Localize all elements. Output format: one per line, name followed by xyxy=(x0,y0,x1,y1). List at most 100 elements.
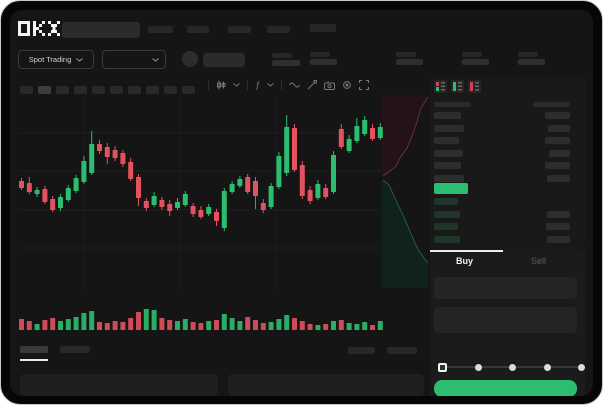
orderbook-price-placeholder xyxy=(434,162,461,169)
toolbar-divider xyxy=(208,80,209,90)
orderbook-price-placeholder xyxy=(434,210,460,218)
slider-dot[interactable] xyxy=(578,363,585,371)
orderbook-amount-placeholder xyxy=(547,174,570,182)
orderbook-price-placeholder xyxy=(434,174,464,182)
history-panel-placeholder[interactable] xyxy=(228,374,424,396)
timeframe-button[interactable] xyxy=(20,86,33,94)
ticker-stat-label xyxy=(396,52,416,57)
pair-selector-dropdown[interactable] xyxy=(102,50,166,69)
orderbook-price-placeholder xyxy=(434,137,459,144)
price-input[interactable] xyxy=(434,277,577,299)
orderbook-bid-row[interactable] xyxy=(430,210,585,218)
orderbook-price-placeholder xyxy=(434,149,463,157)
orderbook-ask-row[interactable] xyxy=(430,137,585,144)
ticker-stat-label xyxy=(518,52,538,57)
slider-dot[interactable] xyxy=(474,363,482,371)
timeframe-button[interactable] xyxy=(164,86,177,94)
chart-toolbar: ƒ xyxy=(208,79,370,91)
orderbook-ask-row[interactable] xyxy=(430,112,585,119)
orderbook-mode-toggle xyxy=(434,80,494,93)
indicators-icon[interactable]: ƒ xyxy=(255,80,261,90)
chart-tab[interactable] xyxy=(60,346,90,353)
chart-option-placeholder[interactable] xyxy=(387,347,417,354)
draw-tool-icon[interactable] xyxy=(307,80,318,90)
line-tool-icon[interactable] xyxy=(289,81,300,89)
orderbook-ask-row[interactable] xyxy=(430,149,585,157)
orderbook-price-header xyxy=(434,102,471,107)
orderbook-amount-placeholder xyxy=(548,124,570,132)
tab-sell[interactable]: Sell xyxy=(531,256,547,266)
market-type-label: Spot Trading xyxy=(28,55,72,64)
book-combined-icon[interactable] xyxy=(434,80,447,93)
chevron-down-icon[interactable] xyxy=(233,83,240,87)
orderbook-price-placeholder xyxy=(434,198,458,205)
nav-item-placeholder[interactable] xyxy=(310,24,336,32)
nav-item-placeholder[interactable] xyxy=(148,26,173,33)
ticker-stat-label xyxy=(310,52,330,57)
orderbook-amount-placeholder xyxy=(545,162,570,169)
slider-handle[interactable] xyxy=(438,362,447,372)
orderbook-amount-placeholder xyxy=(545,137,570,144)
orderbook-price-placeholder xyxy=(434,112,461,119)
okx-logo-icon xyxy=(18,21,60,36)
coin-icon xyxy=(182,51,198,67)
candlestick-chart[interactable] xyxy=(18,95,432,335)
ticker-stat-value xyxy=(462,59,489,65)
ticker-stat-value xyxy=(310,59,337,65)
orderbook-amount-placeholder xyxy=(546,223,570,230)
market-type-dropdown[interactable]: Spot Trading xyxy=(18,50,94,69)
orderbook-ask-row[interactable] xyxy=(430,124,585,132)
okx-logo[interactable] xyxy=(18,21,60,36)
timeframe-button[interactable] xyxy=(146,86,159,94)
nav-item-placeholder[interactable] xyxy=(187,26,209,33)
timeframe-button[interactable] xyxy=(182,86,195,94)
orderbook-amount-placeholder xyxy=(545,112,570,119)
slider-dot[interactable] xyxy=(509,363,516,371)
chevron-down-icon xyxy=(152,57,159,62)
slider-dot[interactable] xyxy=(543,363,551,371)
settings-icon[interactable] xyxy=(342,80,352,90)
search-bar[interactable] xyxy=(62,22,140,38)
candle-type-icon[interactable] xyxy=(216,80,226,90)
timeframe-button[interactable] xyxy=(92,86,105,94)
buy-submit-button[interactable] xyxy=(434,380,577,396)
orderbook-price-placeholder xyxy=(434,223,458,230)
timeframe-button[interactable] xyxy=(128,86,141,94)
fullscreen-icon[interactable] xyxy=(359,80,370,90)
amount-slider[interactable] xyxy=(438,362,585,372)
orderbook-bid-row[interactable] xyxy=(430,223,585,230)
last-price-bar[interactable] xyxy=(434,183,468,194)
orderbook-amount-header xyxy=(533,102,570,107)
timeframe-button[interactable] xyxy=(110,86,123,94)
last-price-placeholder xyxy=(203,53,245,67)
chart-option-placeholder[interactable] xyxy=(348,347,375,354)
orders-panel-placeholder[interactable] xyxy=(20,374,218,396)
orderbook-amount-placeholder xyxy=(547,210,570,218)
chevron-down-icon xyxy=(76,57,84,62)
ticker-stat-value xyxy=(518,59,545,65)
orderbook-price-placeholder xyxy=(434,235,460,243)
chart-tab-active[interactable] xyxy=(20,346,48,353)
orderbook-amount-placeholder xyxy=(547,235,570,243)
orderbook-ask-row[interactable] xyxy=(430,174,585,182)
orderbook-ask-row[interactable] xyxy=(430,162,585,169)
ticker-stat-label xyxy=(272,53,292,58)
nav-item-placeholder[interactable] xyxy=(267,26,290,33)
timeframe-button[interactable] xyxy=(74,86,87,94)
timeframe-button[interactable] xyxy=(38,86,51,94)
amount-input[interactable] xyxy=(434,307,577,333)
nav-item-placeholder[interactable] xyxy=(228,26,251,33)
orderbook-amount-placeholder xyxy=(549,149,570,157)
tab-buy[interactable]: Buy xyxy=(456,256,474,266)
buy-tab-underline xyxy=(430,250,503,252)
book-bids-only-icon[interactable] xyxy=(451,80,464,93)
camera-icon[interactable] xyxy=(324,80,336,90)
orderbook-bid-row[interactable] xyxy=(430,198,585,205)
chevron-down-icon[interactable] xyxy=(267,83,274,87)
timeframe-button[interactable] xyxy=(56,86,69,94)
book-asks-only-icon[interactable] xyxy=(468,80,481,93)
okx-app-window: Spot Trading ƒ xyxy=(10,10,593,396)
orderbook-bid-row[interactable] xyxy=(430,235,585,243)
chart-tab-active-underline xyxy=(20,359,48,361)
